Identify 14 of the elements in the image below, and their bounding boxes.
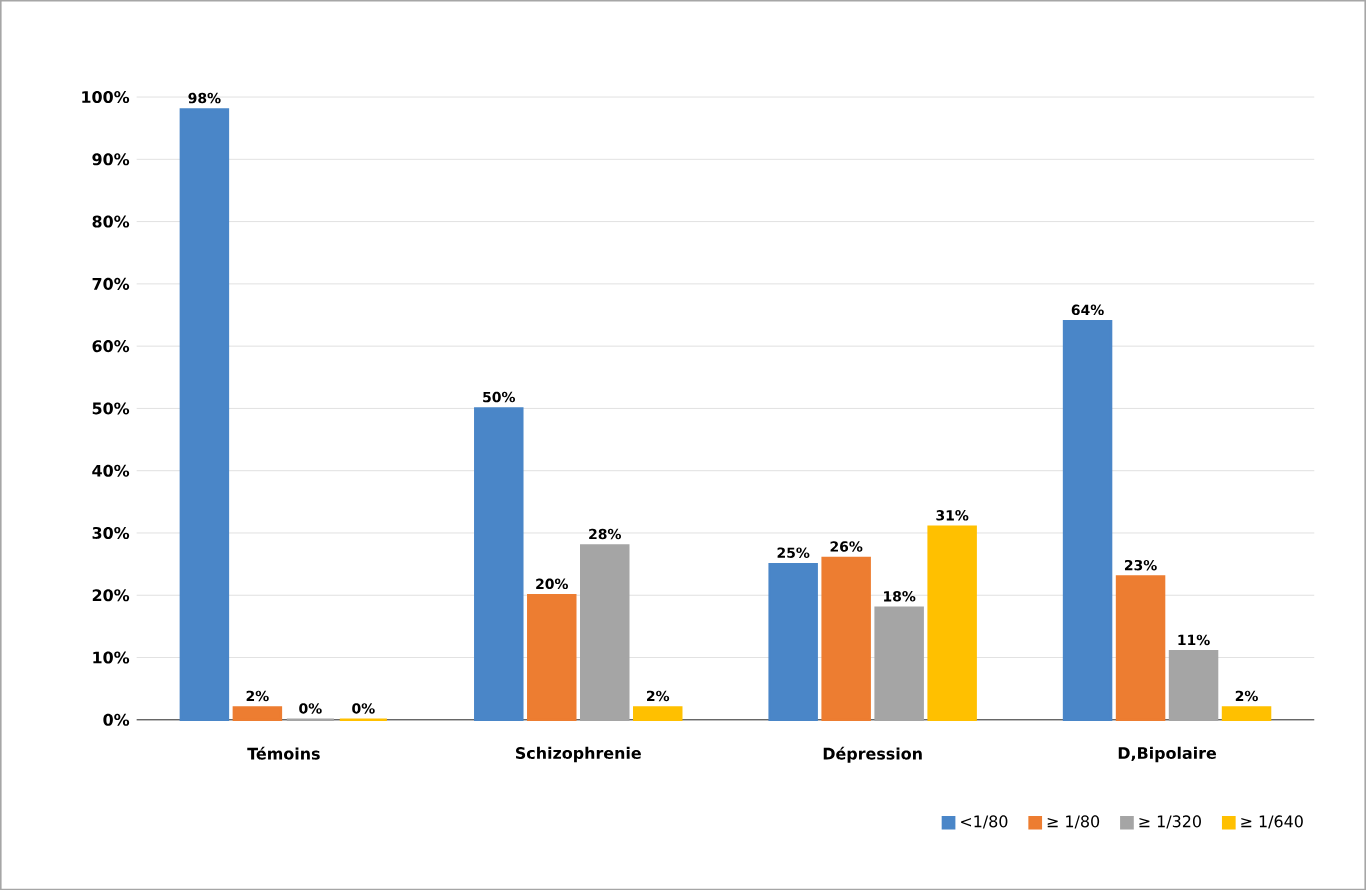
bar [527, 593, 577, 721]
bar [232, 705, 283, 721]
bar [1221, 705, 1272, 721]
bar [874, 606, 924, 721]
bar [1168, 649, 1219, 721]
bar [580, 544, 630, 721]
bar [633, 705, 683, 721]
bar [1115, 575, 1166, 721]
bar [1062, 319, 1113, 721]
bar [821, 556, 871, 721]
bar [179, 108, 230, 721]
bar [768, 562, 818, 721]
bar [927, 525, 977, 721]
bar [474, 407, 524, 721]
